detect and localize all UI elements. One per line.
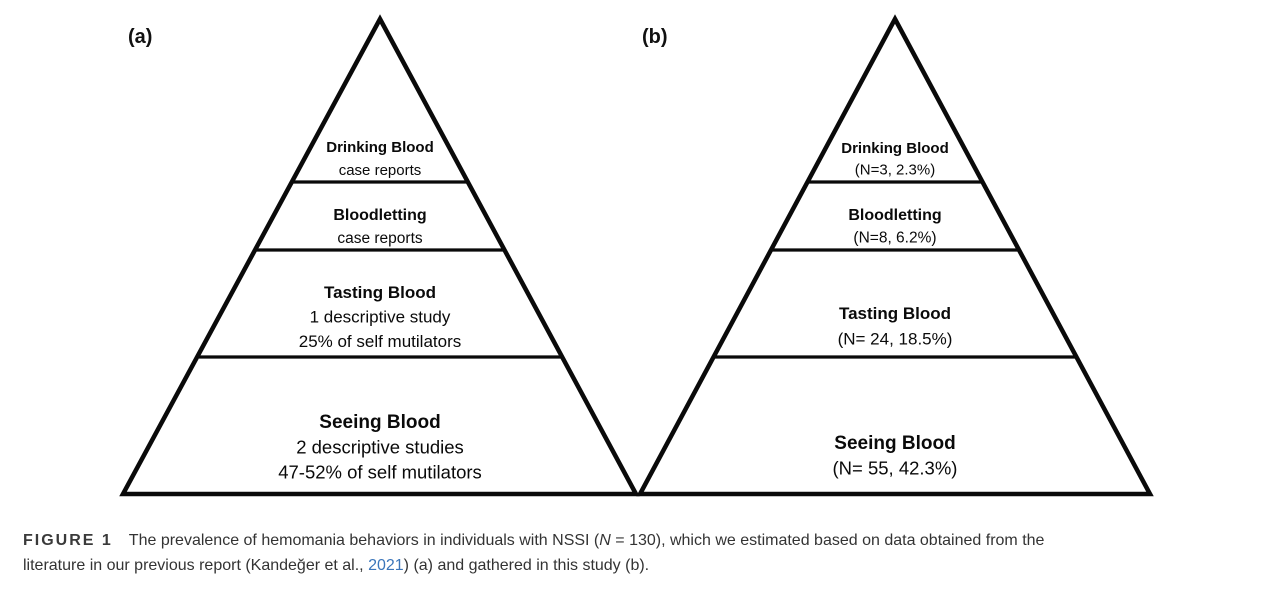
pyramid-b-tier2-line: (N=8, 6.2%) [853, 230, 936, 247]
pyramid-a-tier2-line: case reports [337, 230, 423, 247]
caption-text-1: The prevalence of hemomania behaviors in… [128, 532, 600, 549]
pyramid-a-tier4-line2: 47-52% of self mutilators [278, 462, 482, 483]
pyramid-a-tier3-line2: 25% of self mutilators [299, 332, 462, 351]
pyramid-a-tier2-title: Bloodletting [333, 207, 426, 224]
pyramid-b-tier3-title: Tasting Blood [839, 304, 951, 323]
citation-link[interactable]: 2021 [368, 557, 404, 574]
pyramid-a-outline [119, 14, 640, 497]
pyramid-a-tier1-title: Drinking Blood [326, 139, 434, 156]
pyramid-a-tier4-line1: 2 descriptive studies [296, 437, 464, 458]
caption-text-3: ) (a) and gathered in this study (b). [403, 557, 650, 574]
pyramid-a-tier3-title: Tasting Blood [324, 283, 436, 302]
pyramid-b-tier4-line: (N= 55, 42.3%) [833, 458, 958, 479]
figure-number: FIGURE 1 [23, 532, 113, 549]
pyramid-a-tier1-line: case reports [339, 162, 422, 179]
pyramid-b-tier1-line: (N=3, 2.3%) [855, 162, 935, 179]
pyramid-b: (b) Drinking Blood (N=3, 2.3%) Bloodlett… [636, 14, 1154, 497]
pyramid-a: (a) Drinking Blood case reports Bloodlet… [119, 14, 640, 497]
pyramid-b-tier1-title: Drinking Blood [841, 140, 949, 157]
pyramid-b-outline [636, 14, 1154, 497]
pyramid-b-tier2-title: Bloodletting [848, 207, 941, 224]
pyramid-a-tier3-line1: 1 descriptive study [310, 308, 451, 327]
caption-text-2: = 130), which we estimated based on data… [23, 532, 1045, 574]
panel-a-label: (a) [128, 26, 152, 48]
pyramid-b-tier3-line: (N= 24, 18.5%) [838, 330, 953, 349]
pyramid-b-tier4-title: Seeing Blood [834, 433, 955, 454]
panel-b-label: (b) [642, 26, 668, 48]
figure-caption: FIGURE 1 The prevalence of hemomania beha… [23, 528, 1093, 578]
pyramids-figure: (a) Drinking Blood case reports Bloodlet… [119, 14, 1154, 497]
pyramid-a-tier4-title: Seeing Blood [319, 412, 440, 433]
caption-italic-n: N [599, 532, 611, 549]
